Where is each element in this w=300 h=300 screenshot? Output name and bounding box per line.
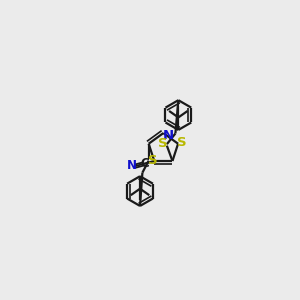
Text: N: N [127,159,137,172]
Text: S: S [148,154,158,167]
Text: C: C [141,157,149,170]
Text: S: S [158,137,168,150]
Text: S: S [177,136,187,149]
Text: N: N [163,129,174,142]
